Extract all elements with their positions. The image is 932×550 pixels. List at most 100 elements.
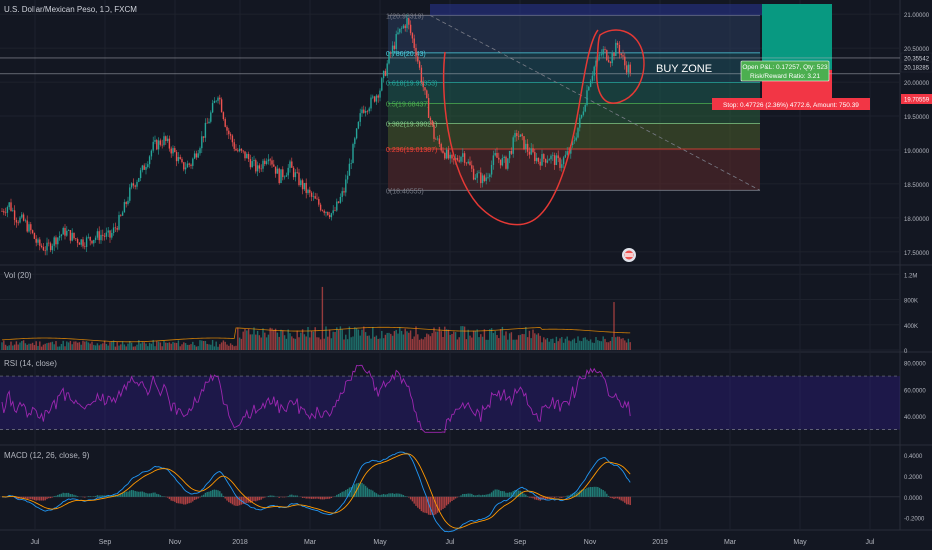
- candle-body: [240, 148, 243, 151]
- candle-body: [586, 90, 588, 105]
- macd-histogram-bar: [219, 491, 221, 497]
- candle-body: [436, 138, 439, 140]
- macd-histogram-bar: [343, 491, 345, 497]
- volume-bar: [235, 345, 237, 350]
- macd-histogram-bar: [71, 494, 73, 497]
- macd-tick-label: 0.2000: [904, 475, 923, 481]
- macd-histogram-bar: [150, 493, 153, 497]
- volume-bar: [388, 332, 390, 350]
- buy-zone-text[interactable]: BUY ZONE: [656, 63, 712, 75]
- volume-bar: [213, 346, 216, 350]
- volume-bar: [215, 341, 217, 350]
- macd-histogram-bar: [174, 496, 176, 502]
- volume-bar: [325, 326, 327, 350]
- macd-histogram-bar: [21, 496, 23, 499]
- long-position-tool[interactable]: [0, 4, 900, 103]
- candle-body: [78, 242, 81, 245]
- volume-bar: [343, 339, 345, 350]
- svg-text:19.70559: 19.70559: [904, 98, 930, 104]
- macd-histogram-bar: [395, 493, 397, 497]
- fibonacci-retracement[interactable]: 1(20.98319) 0.786(20.43) 0.618(19.99353) 0.…: [386, 13, 761, 195]
- candle-body: [22, 214, 25, 221]
- macd-line: [1, 451, 631, 533]
- macd-histogram-bar: [456, 496, 459, 498]
- volume-bar: [123, 344, 126, 350]
- volume-bar: [179, 346, 181, 350]
- macd-histogram-bar: [147, 493, 149, 497]
- candle-body: [109, 230, 111, 238]
- macd-histogram-bar: [453, 496, 455, 500]
- macd-histogram-bar: [607, 495, 610, 497]
- candle-body: [233, 142, 235, 149]
- volume-bar: [51, 341, 54, 350]
- candle-body: [168, 138, 171, 149]
- candle-body: [512, 137, 514, 154]
- volume-bar: [31, 342, 34, 350]
- stop-box[interactable]: Stop: 0.47726 (2.36%) 4772.6, Amount: 75…: [712, 98, 870, 110]
- candle-body: [229, 134, 232, 136]
- volume-bar: [67, 342, 70, 350]
- axes-labels: Jul Sep Nov 2018 Mar May Jul Sep Nov 2019 Mar May Ju…: [31, 13, 930, 546]
- macd-histogram-bar: [15, 496, 18, 499]
- candle-body: [562, 157, 565, 165]
- candle-body: [629, 64, 631, 73]
- volume-bar: [285, 338, 288, 350]
- volume-bar: [366, 335, 369, 350]
- candle-body: [366, 110, 369, 112]
- volume-bar: [147, 346, 149, 350]
- candle-body: [48, 242, 50, 244]
- macd-histogram-bar: [417, 496, 419, 508]
- macd-histogram-bar: [327, 496, 329, 499]
- candle-body: [199, 148, 201, 154]
- volume-bar: [526, 337, 529, 350]
- candle-body: [287, 167, 289, 176]
- macd-histogram-bar: [561, 496, 563, 498]
- volume-bar: [451, 333, 453, 350]
- candle-body: [627, 64, 630, 73]
- volume-bar: [141, 342, 144, 350]
- macd-histogram-bar: [100, 495, 102, 497]
- volume-bar: [82, 340, 84, 350]
- macd-histogram-bar: [294, 495, 297, 497]
- macd-histogram-bar: [420, 496, 423, 512]
- open-pnl-box[interactable]: Open P&L: 0.17257, Qty: 523 Risk/Reward …: [740, 60, 830, 82]
- macd-histogram-bar: [474, 495, 477, 497]
- volume-bar: [445, 329, 448, 350]
- volume-bar: [237, 327, 239, 350]
- macd-histogram-bar: [48, 496, 50, 499]
- macd-histogram-bar: [582, 489, 585, 497]
- macd-histogram-bar: [393, 493, 396, 497]
- volume-bar: [458, 337, 460, 350]
- price-tick-label: 18.00000: [904, 217, 930, 223]
- macd-histogram-bar: [544, 496, 547, 500]
- candle-body: [193, 153, 196, 159]
- volume-bar: [249, 334, 252, 350]
- macd-histogram-bar: [496, 489, 498, 497]
- macd-histogram-bar: [445, 496, 448, 506]
- volume-bar: [469, 335, 471, 350]
- volume-bar: [406, 331, 408, 350]
- drawing-annotations[interactable]: [442, 29, 645, 226]
- volume-bar: [382, 338, 385, 350]
- volume-bar: [444, 326, 446, 350]
- volume-bar: [105, 343, 108, 350]
- candle-body: [222, 112, 225, 120]
- volume-bar: [616, 336, 619, 350]
- volume-bar: [339, 326, 342, 350]
- macd-histogram-bar: [224, 496, 226, 499]
- macd-histogram-bar: [242, 496, 244, 504]
- macd-histogram-bar: [373, 492, 376, 497]
- macd-histogram-bar: [624, 496, 626, 503]
- volume-bar: [337, 330, 340, 350]
- event-flag-icon[interactable]: [622, 248, 636, 262]
- candle-body: [364, 110, 367, 113]
- volume-bar: [66, 341, 68, 350]
- candle-body: [474, 177, 477, 180]
- macd-histogram-bar: [319, 496, 322, 500]
- macd-histogram-bar: [267, 495, 270, 497]
- candle-body: [118, 215, 120, 230]
- volume-bar: [598, 340, 601, 350]
- volume-bar: [264, 332, 266, 350]
- candle-body: [73, 232, 75, 239]
